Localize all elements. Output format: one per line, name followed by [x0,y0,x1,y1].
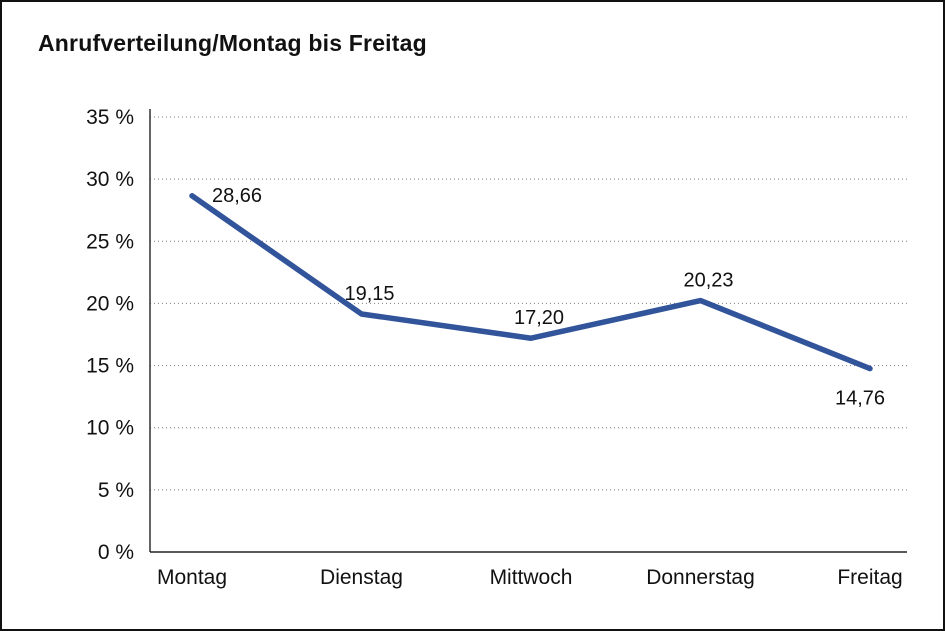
x-axis-label-montag: Montag [157,566,227,589]
data-label-dienstag: 19,15 [344,283,394,305]
y-tick-label: 5 % [98,479,134,502]
x-axis-label-mittwoch: Mittwoch [490,566,573,589]
x-axis-label-freitag: Freitag [837,566,902,589]
y-tick-label: 30 % [86,168,134,191]
y-tick-label: 35 % [86,106,134,129]
data-label-montag: 28,66 [212,185,262,207]
x-axis-label-dienstag: Dienstag [320,566,403,589]
y-tick-label: 15 % [86,355,134,378]
y-tick-label: 10 % [86,417,134,440]
data-label-mittwoch: 17,20 [514,307,564,329]
data-label-freitag: 14,76 [835,388,885,410]
x-axis-label-donnerstag: Donnerstag [646,566,755,589]
y-tick-label: 0 % [98,541,134,564]
data-series-line [189,193,873,372]
chart-title: Anrufverteilung/Montag bis Freitag [38,30,427,56]
y-tick-label: 25 % [86,230,134,253]
y-tick-label: 20 % [86,292,134,315]
data-label-donnerstag: 20,23 [683,270,733,292]
